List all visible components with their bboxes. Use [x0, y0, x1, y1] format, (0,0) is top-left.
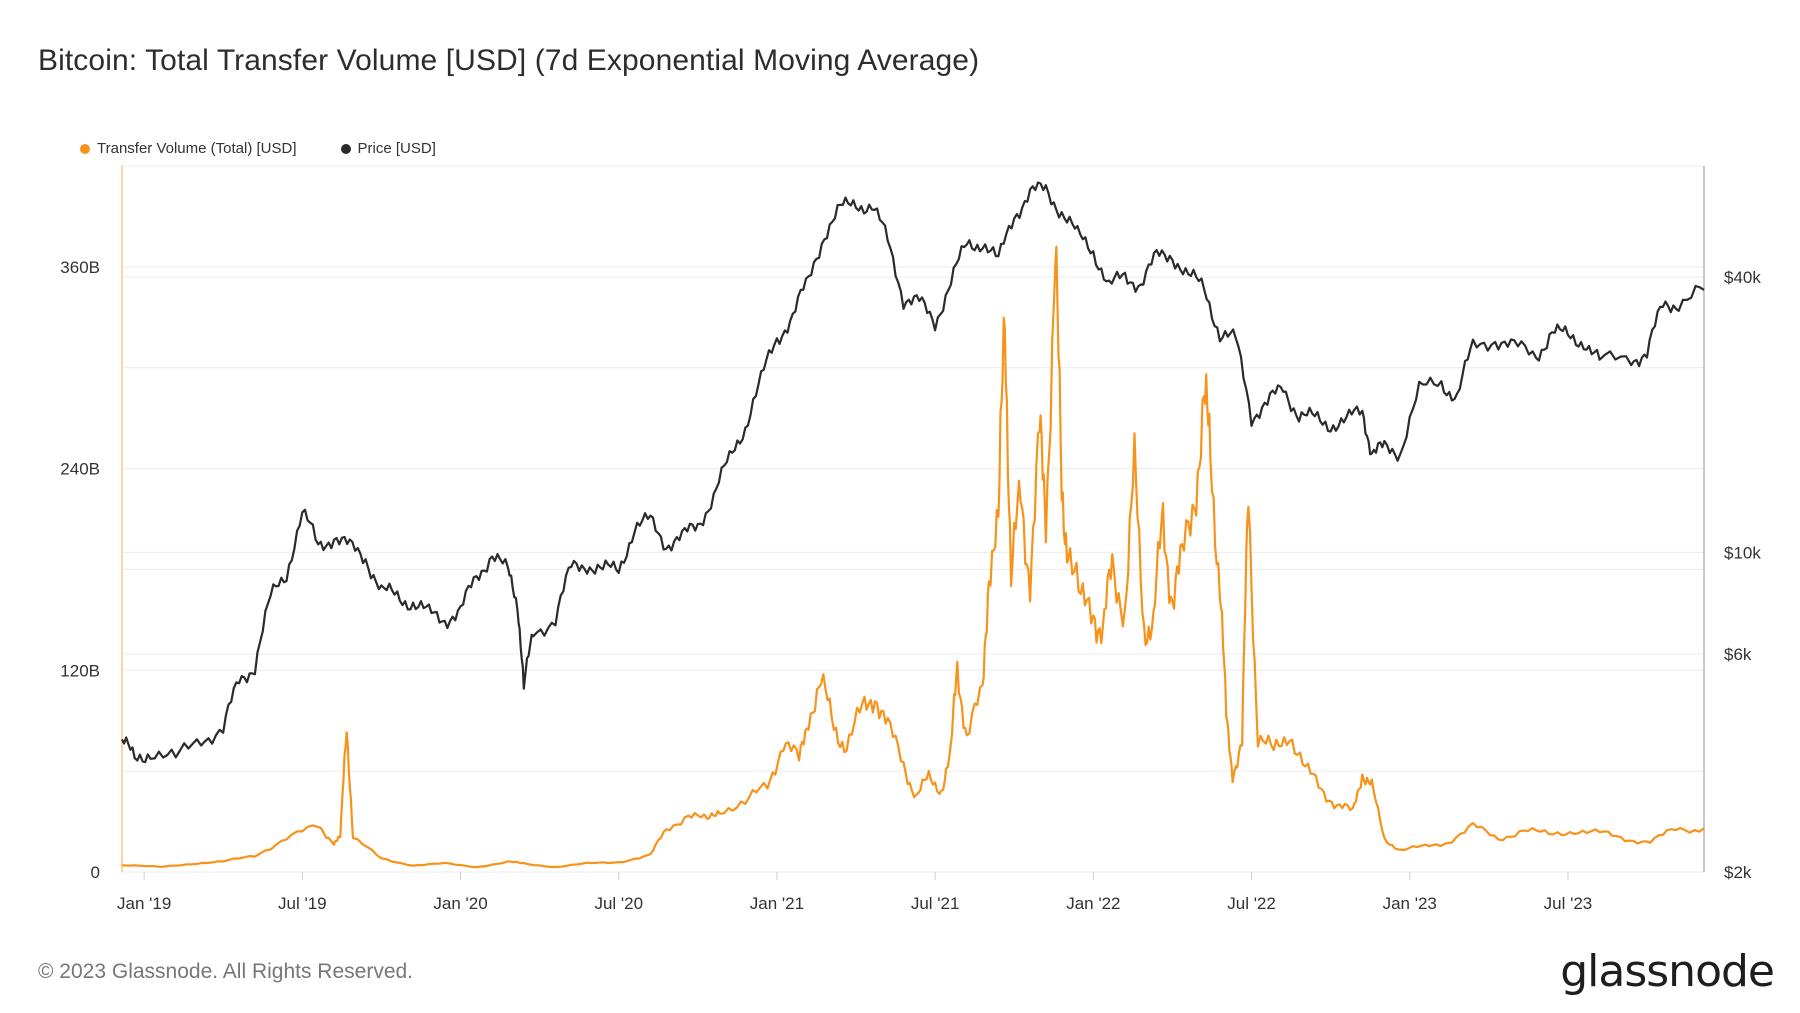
legend-label-volume: Transfer Volume (Total) [USD] [97, 140, 297, 157]
copyright-footer: © 2023 Glassnode. All Rights Reserved. [38, 960, 414, 983]
plot-frame [121, 165, 1705, 873]
y-left-tick-1: 120B [60, 661, 100, 680]
brand-logo: glassnode [1560, 946, 1775, 997]
legend-item-price[interactable]: Price [USD] [340, 140, 436, 157]
y-left-tick-0: 0 [91, 863, 100, 882]
volume-series-line[interactable] [121, 245, 1705, 869]
x-tick-8: Jan '23 [1383, 894, 1437, 913]
price-series-line[interactable] [121, 181, 1705, 764]
x-tick-1: Jul '19 [278, 894, 327, 913]
x-tick-0: Jan '19 [117, 894, 171, 913]
legend-dot-volume [80, 143, 90, 154]
chart-title: Bitcoin: Total Transfer Volume [USD] (7d… [38, 44, 980, 77]
y-right-tick-1: $6k [1724, 645, 1752, 664]
x-tick-3: Jul '20 [594, 894, 643, 913]
legend-dot-price [340, 143, 351, 154]
y-right-tick-3: $40k [1724, 268, 1761, 287]
x-tick-2: Jan '20 [433, 894, 487, 913]
legend: Transfer Volume (Total) [USD] Price [USD… [80, 140, 436, 157]
x-tick-6: Jan '22 [1066, 894, 1120, 913]
x-tick-4: Jan '21 [750, 894, 804, 913]
y-right-tick-0: $2k [1724, 863, 1752, 882]
legend-item-volume[interactable]: Transfer Volume (Total) [USD] [80, 140, 297, 157]
x-tick-9: Jul '23 [1544, 894, 1593, 913]
x-tick-5: Jul '21 [911, 894, 960, 913]
legend-label-price: Price [USD] [357, 140, 436, 157]
y-left-tick-2: 240B [60, 460, 100, 479]
x-tick-7: Jul '22 [1227, 894, 1276, 913]
y-left-tick-3: 360B [60, 258, 100, 277]
y-right-tick-2: $10k [1724, 543, 1761, 562]
